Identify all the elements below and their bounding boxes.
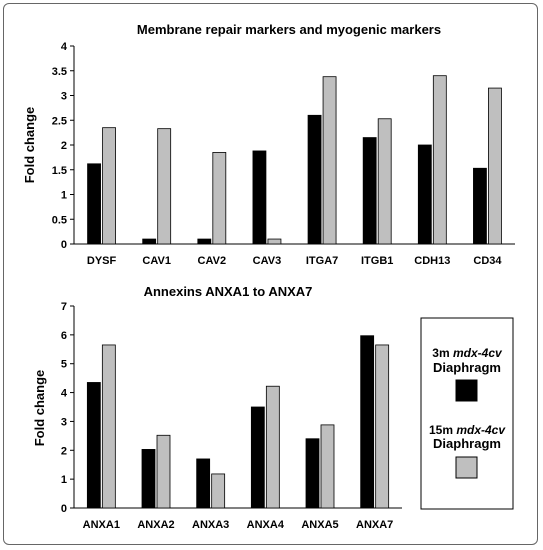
chart-bottom-ylabel: Fold change bbox=[32, 370, 47, 447]
chart-top-ylabel: Fold change bbox=[22, 107, 37, 184]
bar-cav2-series-1 bbox=[197, 238, 212, 245]
x-tick-label: ANXA5 bbox=[301, 519, 338, 531]
bar-anxa7-series-1 bbox=[360, 335, 375, 509]
y-tick-label: 1.5 bbox=[52, 165, 67, 177]
x-tick-label: ITGB1 bbox=[361, 255, 393, 267]
bar-anxa5-series-1 bbox=[305, 438, 320, 509]
legend: 3m mdx-4cv Diaphragm 15m mdx-4cv Diaphra… bbox=[420, 317, 514, 510]
chart-top-title: Membrane repair markers and myogenic mar… bbox=[137, 22, 441, 37]
y-tick-label: 3 bbox=[61, 91, 67, 103]
bar-anxa1-series-2 bbox=[101, 344, 116, 509]
bar-anxa7-series-2 bbox=[375, 344, 390, 509]
x-tick-label: DYSF bbox=[87, 255, 117, 267]
legend-item-1-line1: 3m mdx-4cv bbox=[432, 346, 503, 360]
figure-frame bbox=[3, 3, 538, 545]
y-tick-label: 2 bbox=[61, 140, 67, 152]
legend-item-1-line2: Diaphragm bbox=[433, 360, 501, 375]
bar-dysf-series-2 bbox=[102, 127, 116, 245]
legend-item-2-line1: 15m mdx-4cv bbox=[429, 423, 506, 437]
y-tick-label: 0.5 bbox=[52, 214, 67, 226]
bar-cdh13-series-2 bbox=[432, 75, 447, 245]
legend-item-2-line2: Diaphragm bbox=[433, 436, 501, 451]
bar-cav3-series-1 bbox=[252, 150, 267, 245]
y-tick-label: 7 bbox=[61, 301, 67, 313]
y-tick-label: 4 bbox=[61, 41, 68, 53]
bar-dysf-series-1 bbox=[87, 163, 101, 245]
x-tick-label: ANXA3 bbox=[192, 519, 229, 531]
y-tick-label: 1 bbox=[61, 190, 67, 202]
bar-anxa2-series-1 bbox=[141, 449, 156, 509]
chart-top: Membrane repair markers and myogenic mar… bbox=[22, 22, 515, 267]
bar-cd34-series-1 bbox=[473, 167, 487, 245]
bar-itga7-series-2 bbox=[322, 76, 337, 245]
x-tick-label: CAV1 bbox=[142, 255, 171, 267]
legend-item-2-swatch bbox=[455, 456, 478, 479]
y-tick-label: 3.5 bbox=[52, 66, 67, 78]
chart-bottom-title: Annexins ANXA1 to ANXA7 bbox=[144, 284, 313, 299]
x-tick-label: ITGA7 bbox=[306, 255, 338, 267]
x-tick-label: ANXA4 bbox=[247, 519, 285, 531]
y-tick-label: 6 bbox=[61, 330, 67, 342]
x-tick-label: CD34 bbox=[473, 255, 502, 267]
bar-cav1-series-1 bbox=[142, 238, 157, 245]
bar-anxa2-series-2 bbox=[156, 434, 171, 509]
bar-cdh13-series-1 bbox=[417, 144, 432, 245]
bar-anxa3-series-2 bbox=[211, 473, 226, 509]
y-tick-label: 0 bbox=[61, 239, 67, 251]
x-tick-label: ANXA1 bbox=[83, 519, 120, 531]
y-tick-label: 2.5 bbox=[52, 115, 67, 127]
bar-anxa1-series-1 bbox=[86, 382, 101, 509]
bar-cav1-series-2 bbox=[157, 128, 172, 245]
y-tick-label: 0 bbox=[61, 503, 67, 515]
bar-anxa4-series-1 bbox=[250, 406, 265, 509]
chart-bottom: Annexins ANXA1 to ANXA7 Fold change 0 1 2 3… bbox=[32, 284, 402, 531]
bar-anxa3-series-1 bbox=[196, 458, 211, 509]
legend-item-1-swatch bbox=[455, 379, 478, 402]
y-tick-label: 2 bbox=[61, 445, 67, 457]
bar-itgb1-series-2 bbox=[377, 118, 392, 245]
bar-itgb1-series-1 bbox=[362, 137, 377, 245]
bar-cav2-series-2 bbox=[212, 152, 227, 245]
bar-cd34-series-2 bbox=[488, 87, 502, 245]
y-tick-label: 5 bbox=[61, 359, 67, 371]
bar-anxa4-series-2 bbox=[265, 385, 280, 509]
x-tick-label: ANXA2 bbox=[137, 519, 174, 531]
x-tick-label: ANXA7 bbox=[356, 519, 393, 531]
bar-itga7-series-1 bbox=[307, 114, 322, 245]
x-tick-label: CAV3 bbox=[253, 255, 282, 267]
x-tick-label: CAV2 bbox=[198, 255, 227, 267]
y-tick-label: 3 bbox=[61, 416, 67, 428]
bar-cav3-series-2 bbox=[267, 238, 282, 245]
x-tick-label: CDH13 bbox=[414, 255, 450, 267]
bar-anxa5-series-2 bbox=[320, 424, 335, 509]
y-tick-label: 1 bbox=[61, 474, 67, 486]
y-tick-label: 4 bbox=[61, 388, 68, 400]
